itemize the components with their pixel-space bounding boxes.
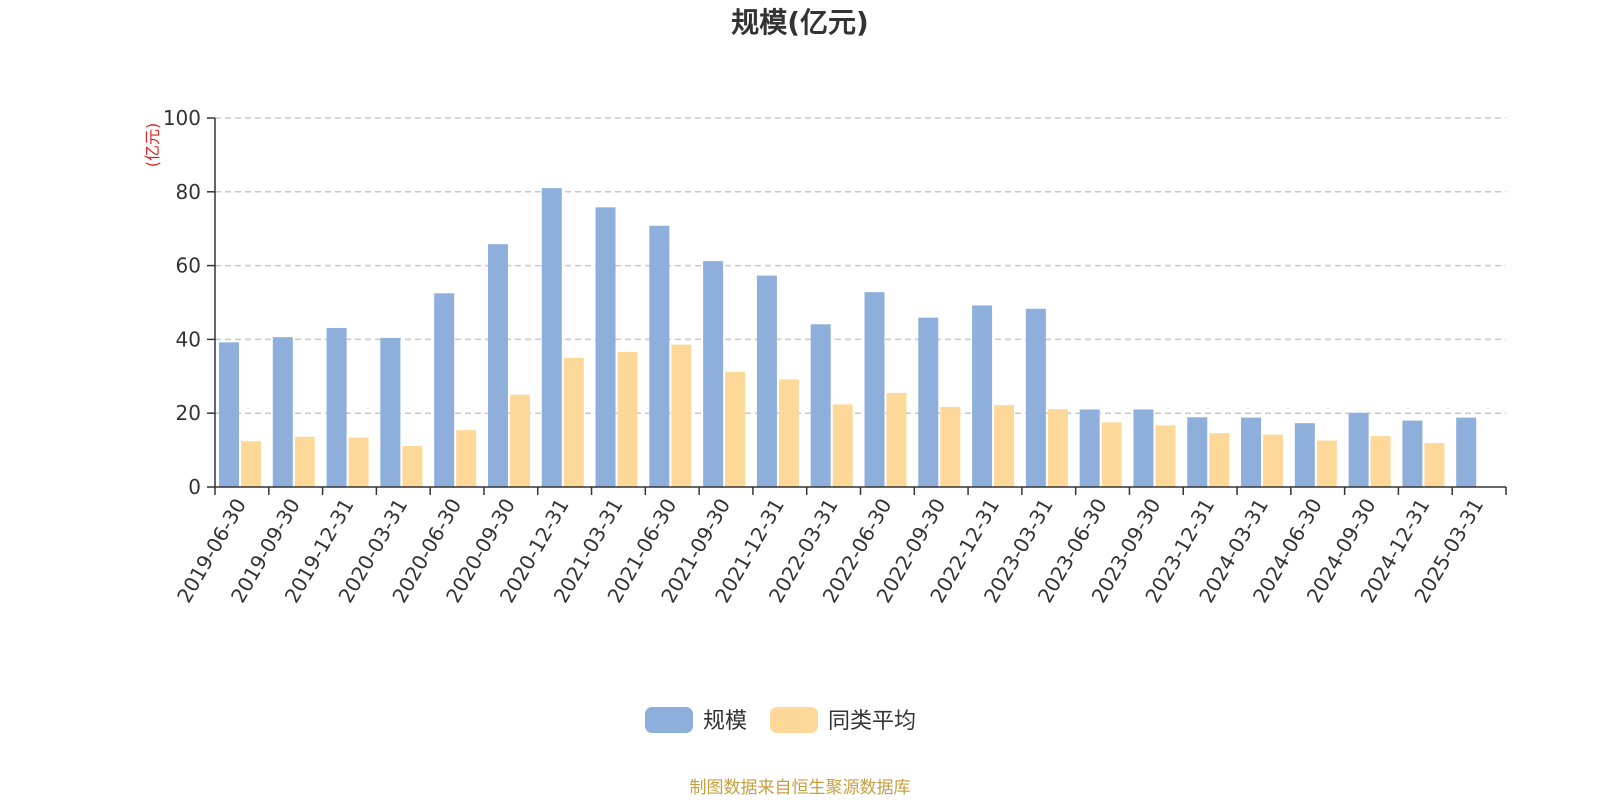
bar-peer-average[interactable] [617, 351, 638, 487]
bar-scale[interactable] [219, 342, 239, 487]
bar-peer-average[interactable] [1424, 443, 1445, 487]
bar-peer-average[interactable] [1101, 422, 1122, 487]
bar-scale[interactable] [1241, 417, 1262, 487]
bar-peer-average[interactable] [832, 404, 853, 487]
bar-scale[interactable] [1079, 409, 1100, 487]
bar-scale[interactable] [810, 324, 831, 487]
bar-scale[interactable] [918, 317, 939, 487]
legend-swatch[interactable] [645, 707, 693, 733]
bar-peer-average[interactable] [241, 441, 261, 487]
bar-peer-average[interactable] [778, 379, 799, 487]
bar-scale[interactable] [649, 225, 670, 488]
bar-scale[interactable] [972, 305, 993, 487]
bar-peer-average[interactable] [671, 344, 692, 487]
bar-peer-average[interactable] [1316, 440, 1337, 487]
bar-scale[interactable] [1133, 409, 1154, 487]
bar-peer-average[interactable] [1047, 409, 1068, 487]
legend-label[interactable]: 规模 [703, 709, 747, 734]
bar-peer-average[interactable] [1263, 434, 1284, 487]
legend-swatch[interactable] [770, 707, 818, 733]
bar-scale[interactable] [595, 207, 616, 487]
bar-peer-average[interactable] [1155, 425, 1176, 487]
bar-peer-average[interactable] [402, 446, 423, 487]
y-tick-label: 20 [176, 401, 201, 425]
data-source-note: 制图数据来自恒生聚源数据库 [690, 778, 911, 798]
bar-peer-average[interactable] [940, 406, 961, 487]
bar-peer-average[interactable] [994, 405, 1015, 487]
bar-peer-average[interactable] [348, 437, 369, 487]
bar-scale[interactable] [1456, 417, 1477, 487]
y-tick-label: 40 [176, 327, 201, 351]
bar-scale[interactable] [434, 293, 455, 487]
bar-peer-average[interactable] [294, 436, 315, 487]
y-axis-ticks: 0 20 40 60 80 100 [163, 106, 215, 499]
legend-label[interactable]: 同类平均 [828, 709, 916, 734]
grid-lines [215, 117, 1506, 414]
bar-scale[interactable] [703, 261, 724, 487]
bar-peer-average[interactable] [563, 357, 584, 487]
bar-scale[interactable] [1402, 420, 1423, 487]
chart-title: 规模(亿元) [731, 6, 869, 39]
bar-peer-average[interactable] [1209, 433, 1230, 487]
bar-scale[interactable] [864, 292, 885, 487]
bar-peer-average[interactable] [456, 430, 477, 487]
y-tick-label: 60 [176, 254, 201, 278]
x-axis-ticks: 2019-06-302019-09-302019-12-312020-03-31… [172, 487, 1507, 607]
bar-scale[interactable] [326, 327, 347, 487]
y-tick-label: 0 [188, 475, 201, 499]
y-axis-unit-label: (亿元) [143, 123, 162, 168]
bar-peer-average[interactable] [1370, 436, 1391, 487]
bars [219, 188, 1477, 488]
bar-peer-average[interactable] [509, 394, 530, 487]
bar-scale[interactable] [541, 188, 562, 488]
bar-scale[interactable] [1187, 417, 1208, 487]
y-tick-label: 100 [163, 106, 201, 130]
bar-scale[interactable] [272, 337, 293, 487]
bar-peer-average[interactable] [725, 371, 746, 487]
legend: 规模 同类平均 [645, 707, 916, 734]
bar-scale[interactable] [1348, 412, 1369, 487]
bar-scale[interactable] [380, 337, 401, 487]
bar-scale[interactable] [756, 275, 777, 487]
bar-scale[interactable] [1294, 423, 1315, 487]
bar-peer-average[interactable] [886, 392, 907, 487]
y-tick-label: 80 [176, 180, 201, 204]
bar-scale[interactable] [487, 244, 508, 487]
bar-scale[interactable] [1025, 308, 1046, 487]
